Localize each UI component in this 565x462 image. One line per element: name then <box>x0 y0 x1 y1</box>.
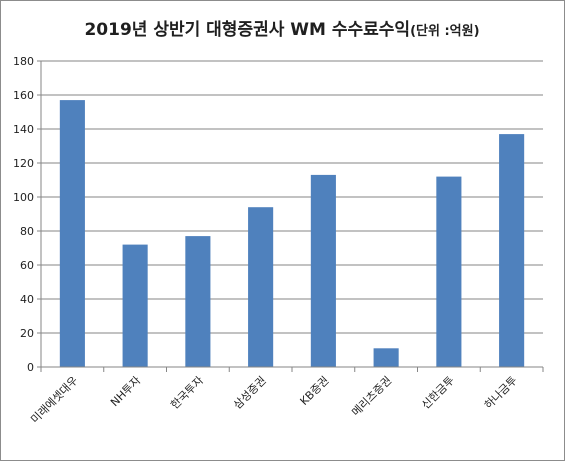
bar <box>122 244 148 367</box>
x-tick-label: 삼성증권 <box>231 374 269 412</box>
bar <box>373 348 399 367</box>
bar <box>185 236 211 367</box>
bar <box>248 207 274 367</box>
y-tick-label: 120 <box>13 157 34 170</box>
y-tick-labels: 0 20 40 60 80 100 120 140 160 180 <box>13 55 34 374</box>
chart-title: 2019년 상반기 대형증권사 WM 수수료수익(단위 :억원) <box>84 19 479 40</box>
x-tick-label: 한국투자 <box>168 374 206 412</box>
y-tick-label: 40 <box>20 293 34 306</box>
bar <box>310 174 336 367</box>
x-tick-label: 신한금투 <box>419 374 457 412</box>
chart-title-unit: (단위 :억원) <box>410 23 479 39</box>
axes <box>40 61 544 372</box>
x-tick-label: 미래에셋대우 <box>28 374 80 426</box>
y-tick-label: 0 <box>27 361 34 374</box>
bar <box>59 100 85 367</box>
bar <box>436 176 462 367</box>
x-tick-labels: 미래에셋대우 NH투자 한국투자 삼성증권 KB증권 메리츠증권 신한금투 하나금투 <box>28 373 519 426</box>
gridlines <box>37 60 543 368</box>
chart-title-main: 2019년 상반기 대형증권사 WM 수수료수익 <box>84 19 410 40</box>
y-tick-label: 140 <box>13 123 34 136</box>
x-tick-label: 하나금투 <box>481 373 520 412</box>
y-tick-label: 60 <box>20 259 34 272</box>
y-tick-label: 180 <box>13 55 34 68</box>
x-tick-label: NH투자 <box>108 374 143 409</box>
x-tick-label: 메리츠증권 <box>349 374 394 419</box>
y-tick-label: 160 <box>13 89 34 102</box>
x-tick-label: KB증권 <box>298 374 332 408</box>
bars <box>59 100 525 367</box>
bar <box>499 134 525 367</box>
y-tick-label: 80 <box>20 225 34 238</box>
y-tick-label: 20 <box>20 327 34 340</box>
y-tick-label: 100 <box>13 191 34 204</box>
